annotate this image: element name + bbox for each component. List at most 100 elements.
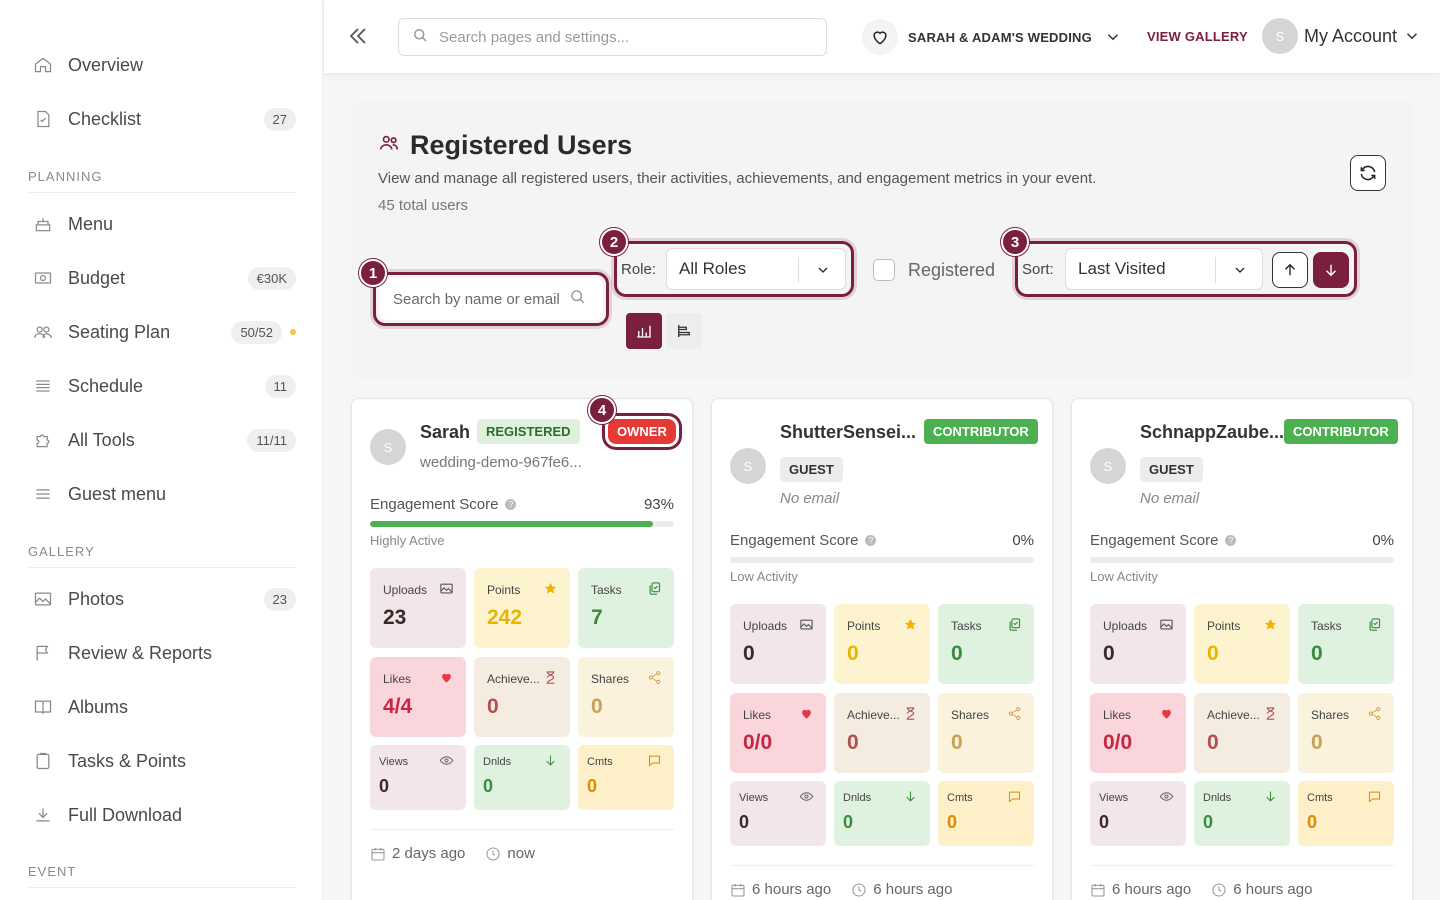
stat-label: Uploads: [743, 619, 788, 633]
user-search-input[interactable]: [393, 290, 568, 308]
sidebar-item-tasks-points[interactable]: Tasks & Points: [28, 741, 296, 781]
user-card[interactable]: SchnappZaube... CONTRIBUTOR S GUEST No email…: [1071, 398, 1413, 900]
stat-label: Tasks: [1311, 619, 1342, 633]
global-search-input[interactable]: [439, 28, 809, 46]
collapse-sidebar-icon[interactable]: [346, 24, 370, 48]
stat-value: 0: [379, 776, 390, 796]
sidebar-item-seating-plan[interactable]: Seating Plan 50/52: [28, 312, 296, 352]
avatar: S: [370, 429, 406, 465]
help-icon: ?: [1225, 535, 1237, 546]
activity-level: Low Activity: [730, 569, 798, 584]
download-icon: [32, 804, 54, 826]
help-icon: ?: [865, 535, 877, 546]
stat-value: 0/0: [1103, 731, 1133, 754]
divider: [1215, 257, 1216, 283]
sort-descending-button[interactable]: [1313, 252, 1349, 288]
star-icon: [543, 581, 558, 599]
highlight-frame: [1015, 241, 1357, 297]
eye-icon: [439, 753, 454, 771]
registered-checkbox[interactable]: [873, 259, 895, 281]
comment-icon: [1367, 789, 1382, 807]
role-select[interactable]: All Roles: [666, 248, 846, 290]
sidebar-item-checklist[interactable]: Checklist 27: [28, 99, 296, 139]
download-icon: [543, 753, 558, 771]
stat-value: 0: [947, 812, 958, 832]
user-search-field[interactable]: [379, 278, 603, 320]
stat-label: Cmts: [587, 756, 613, 768]
sidebar-item-full-download[interactable]: Full Download: [28, 795, 296, 835]
account-menu[interactable]: S My Account: [1262, 18, 1421, 54]
stat-label: Cmts: [1307, 792, 1333, 804]
hourglass-icon: [543, 670, 558, 688]
stat-value: 0: [847, 731, 859, 754]
sidebar-item-budget[interactable]: Budget €30K: [28, 258, 296, 298]
sidebar-item-menu[interactable]: Menu: [28, 204, 296, 244]
sort-ascending-button[interactable]: [1272, 252, 1308, 288]
sidebar-item-schedule[interactable]: Schedule 11: [28, 366, 296, 406]
event-selector[interactable]: SARAH & ADAM'S WEDDING: [862, 18, 1122, 56]
stat-value: 0: [1307, 812, 1318, 832]
download-icon: [903, 789, 918, 807]
stat-value: 23: [383, 606, 407, 629]
view-gallery-link[interactable]: VIEW GALLERY: [1147, 29, 1248, 44]
sidebar-item-albums[interactable]: Albums: [28, 687, 296, 727]
clipboard-icon: [32, 750, 54, 772]
stat-value: 0: [587, 776, 598, 796]
share-icon: [647, 670, 662, 688]
highlight-frame: [614, 241, 854, 297]
stat-value: 0: [739, 812, 750, 832]
eye-icon: [799, 789, 814, 807]
image-icon: [439, 581, 454, 599]
sidebar-item-label: Review & Reports: [68, 642, 213, 663]
stat-tile-tasks: Tasks 0: [1298, 604, 1394, 684]
guest-badge: GUEST: [780, 457, 843, 482]
tasks-icon: [647, 581, 662, 599]
stat-tile-shares: Shares 0: [938, 693, 1034, 773]
chart-view-toggle[interactable]: [626, 313, 662, 349]
sidebar-item-all-tools[interactable]: All Tools 11/11: [28, 420, 296, 460]
chevron-down-icon: [1104, 28, 1122, 46]
stat-label: Points: [487, 583, 521, 597]
engagement-label: Engagement Score?: [1090, 532, 1237, 549]
sidebar-item-review-reports[interactable]: Review & Reports: [28, 633, 296, 673]
sidebar-item-overview[interactable]: Overview: [28, 45, 296, 85]
card-footer: 2 days ago now: [370, 845, 535, 862]
user-card[interactable]: ShutterSensei... CONTRIBUTOR S GUEST No emai…: [711, 398, 1053, 900]
calendar-icon: [730, 882, 746, 898]
stat-tile-dnlds: Dnlds 0: [834, 781, 930, 846]
sidebar-item-photos[interactable]: Photos 23: [28, 579, 296, 619]
sort-select[interactable]: Last Visited: [1065, 248, 1263, 290]
user-email: wedding-demo-967fe6...: [420, 454, 582, 471]
bar-chart-icon: [637, 325, 651, 338]
stat-label: Dnlds: [1203, 792, 1232, 804]
sidebar-item-guest-menu[interactable]: Guest menu: [28, 474, 296, 514]
tasks-icon: [1007, 617, 1022, 635]
search-icon: [411, 26, 429, 49]
users-icon: [378, 132, 400, 159]
stat-label: Achieve...: [1207, 708, 1260, 722]
list-view-toggle[interactable]: [666, 313, 702, 349]
schedule-icon: [32, 375, 54, 397]
refresh-button[interactable]: [1350, 155, 1386, 191]
card-footer: 6 hours ago 6 hours ago: [730, 881, 952, 898]
sidebar-item-label: Budget: [68, 267, 126, 288]
stat-tile-dnlds: Dnlds 0: [1194, 781, 1290, 846]
avatar: S: [1090, 448, 1126, 484]
stat-label: Tasks: [591, 583, 622, 597]
calendar-icon: [370, 846, 386, 862]
global-search[interactable]: [398, 18, 827, 56]
engagement-value: 0%: [1012, 532, 1034, 549]
divider: [730, 865, 1034, 866]
stat-tile-achieve: Achieve... 0: [474, 657, 570, 737]
sort-select-value: Last Visited: [1078, 259, 1166, 278]
stat-tile-uploads: Uploads 0: [1090, 604, 1186, 684]
share-icon: [1007, 706, 1022, 724]
stat-value: 0: [1207, 731, 1219, 754]
stat-tile-points: Points 242: [474, 568, 570, 648]
user-card[interactable]: S Sarah REGISTERED OWNER 4 wedding-demo-967fe…: [351, 396, 693, 900]
stat-value: 0: [743, 642, 755, 665]
count-badge: 23: [263, 587, 296, 611]
role-select-value: All Roles: [679, 259, 747, 278]
count-badge: €30K: [247, 266, 296, 290]
sidebar-item-label: Tasks & Points: [68, 750, 187, 771]
